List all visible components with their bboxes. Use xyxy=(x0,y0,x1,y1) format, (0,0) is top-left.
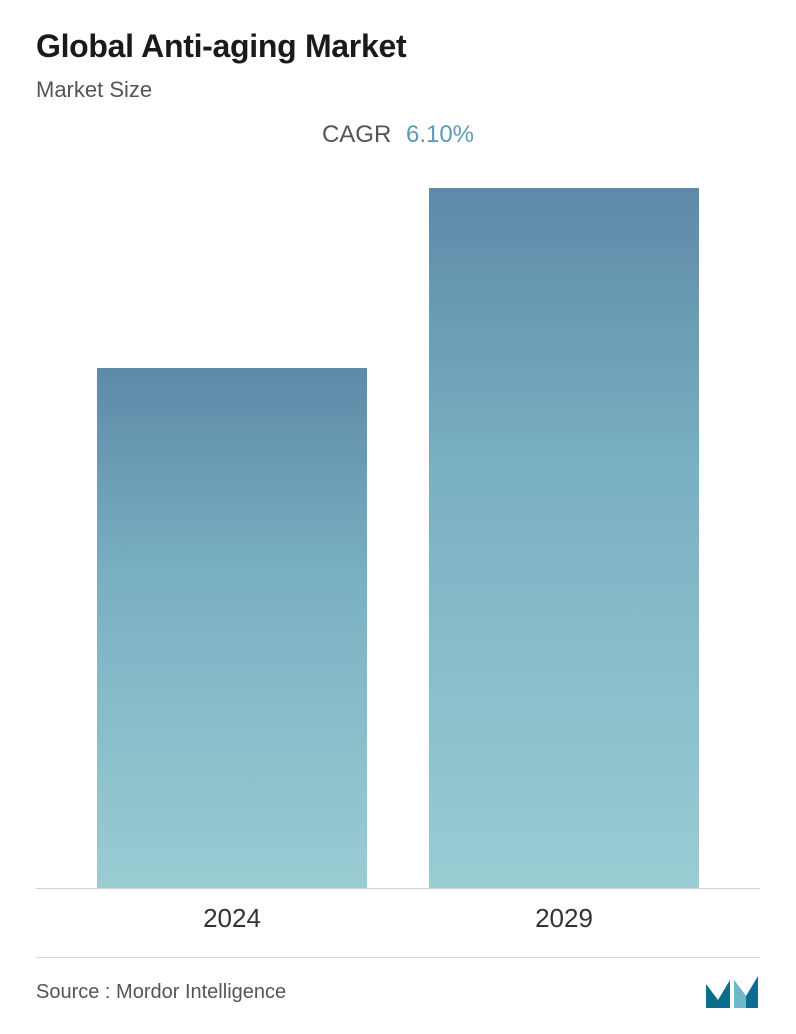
bar-0 xyxy=(97,368,367,888)
x-label-1: 2029 xyxy=(429,903,699,934)
x-label-0: 2024 xyxy=(97,903,367,934)
cagr-label: CAGR xyxy=(322,121,391,148)
bar-wrap-1 xyxy=(429,188,699,888)
bar-chart xyxy=(36,189,760,889)
cagr-value: 6.10% xyxy=(406,121,474,148)
x-axis-labels: 2024 2029 xyxy=(36,903,760,934)
brand-logo-icon xyxy=(704,974,760,1010)
source-text: Source : Mordor Intelligence xyxy=(36,981,286,1004)
chart-title: Global Anti-aging Market xyxy=(36,28,760,65)
footer: Source : Mordor Intelligence xyxy=(36,957,760,1010)
bar-wrap-0 xyxy=(97,368,367,888)
cagr-row: CAGR 6.10% xyxy=(36,121,760,149)
chart-subtitle: Market Size xyxy=(36,77,760,103)
bar-1 xyxy=(429,188,699,888)
